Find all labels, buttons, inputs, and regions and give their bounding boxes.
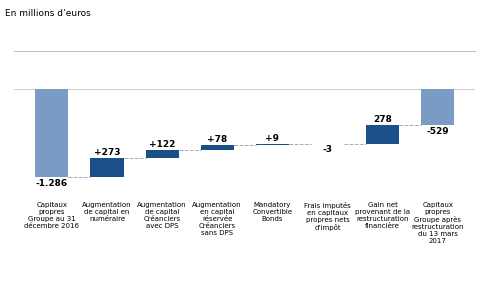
Text: +78: +78 [207, 135, 228, 144]
Text: En millions d’euros: En millions d’euros [5, 9, 91, 18]
Bar [145, 150, 179, 158]
Text: -3: -3 [323, 145, 333, 154]
Text: +273: +273 [94, 149, 120, 157]
Text: -1.286: -1.286 [36, 179, 68, 188]
Text: -529: -529 [426, 127, 449, 135]
Text: +122: +122 [149, 140, 175, 149]
Text: 278: 278 [373, 115, 392, 124]
Bar [36, 89, 69, 177]
Bar [421, 89, 454, 125]
Bar [90, 158, 123, 177]
Bar [366, 125, 399, 144]
Text: +9: +9 [265, 134, 279, 143]
Bar [256, 144, 289, 145]
Bar [201, 145, 234, 150]
